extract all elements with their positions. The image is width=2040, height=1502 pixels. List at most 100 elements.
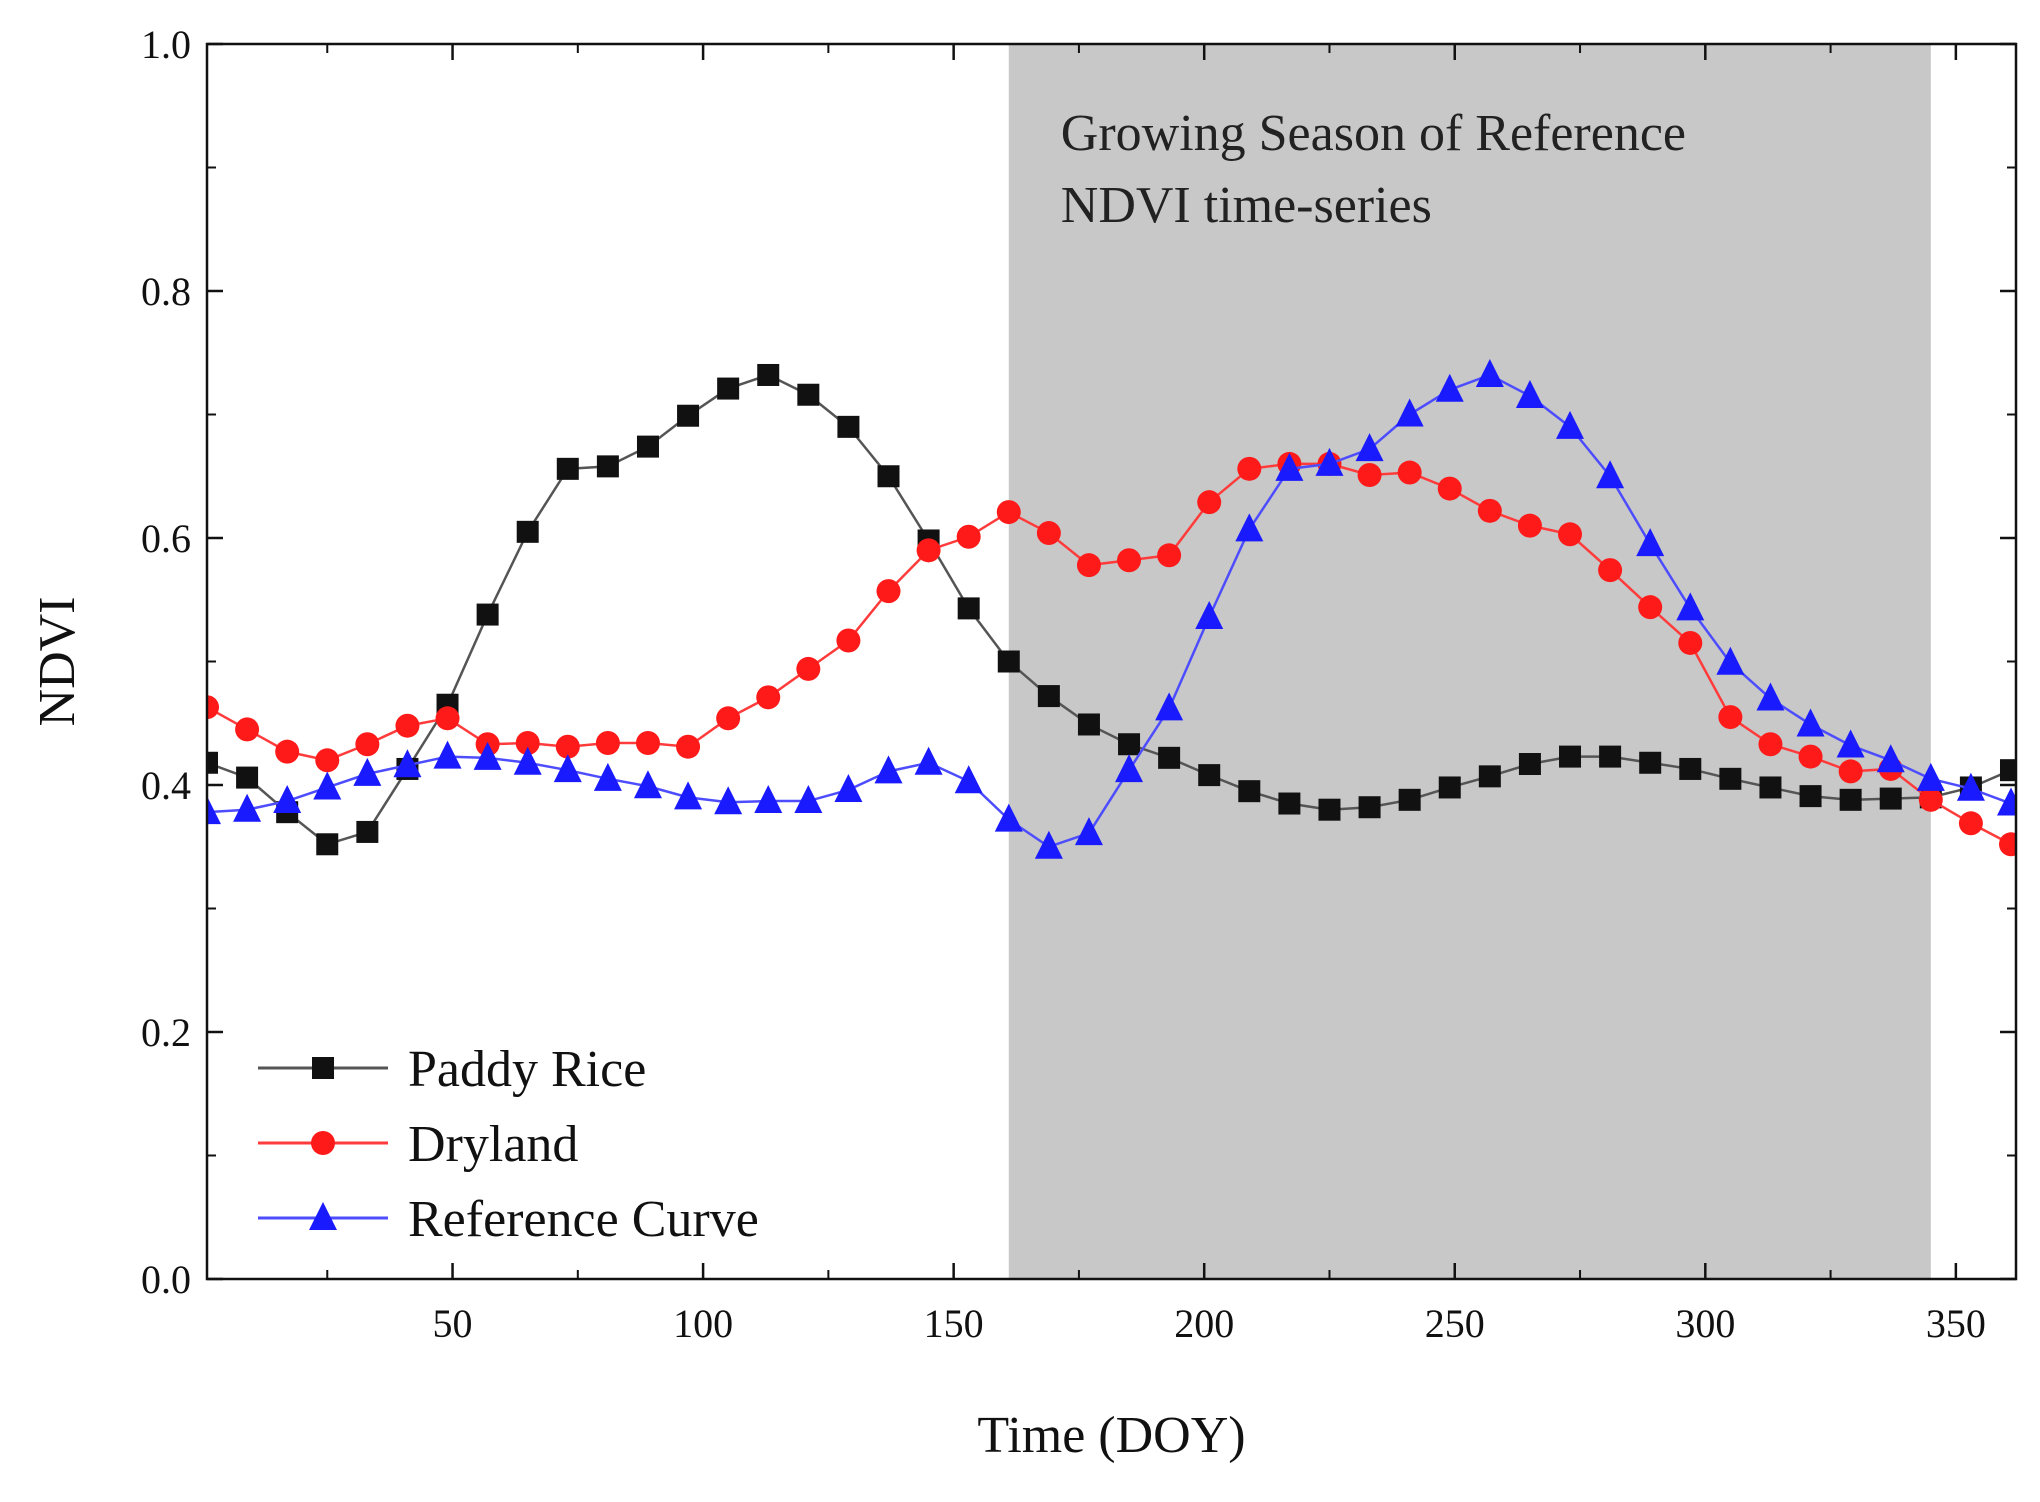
data-point [235, 717, 260, 742]
data-point [1315, 447, 1344, 476]
ticks-layer: 50 100 150 200 250 300 350 0.0 0.2 0.4 0.6 0.8 1.0 [141, 22, 2016, 1346]
data-point [595, 731, 620, 756]
data-point [1719, 767, 1742, 790]
data-point [1275, 452, 1304, 481]
data-point [1036, 521, 1061, 546]
data-point [635, 731, 660, 756]
data-point [1155, 692, 1184, 721]
data-point [476, 603, 499, 626]
data-point [1477, 498, 1502, 523]
data-point [1157, 543, 1182, 568]
data-point [1238, 780, 1261, 803]
data-point [1195, 601, 1224, 630]
data-point [1998, 832, 2016, 857]
data-point [757, 363, 780, 386]
data-point [1758, 732, 1783, 757]
data-point [1355, 433, 1384, 462]
data-point [1756, 682, 1785, 711]
data-point [1117, 548, 1142, 573]
data-point [956, 524, 981, 549]
data-point [1716, 646, 1745, 675]
data-point [553, 754, 582, 783]
data-point [1475, 358, 1504, 387]
data-point [1918, 787, 1943, 812]
data-point [914, 746, 943, 775]
data-point [1034, 830, 1063, 859]
data-point [593, 762, 622, 791]
data-point [516, 520, 539, 543]
x-tick-label: 200 [1174, 1301, 1234, 1346]
data-point [1158, 746, 1181, 769]
data-point [1838, 759, 1863, 784]
x-tick-label: 250 [1425, 1301, 1485, 1346]
data-point [1397, 460, 1422, 485]
data-point [1118, 733, 1141, 756]
data-point [1839, 788, 1862, 811]
data-point [1278, 792, 1301, 815]
data-point [754, 785, 783, 814]
data-point [716, 706, 741, 731]
data-point [794, 785, 823, 814]
data-point [435, 706, 460, 731]
data-point [1074, 817, 1103, 846]
data-point [315, 748, 340, 773]
data-point [513, 746, 542, 775]
x-tick-label: 350 [1926, 1301, 1986, 1346]
data-point [633, 770, 662, 799]
data-point [714, 786, 743, 815]
data-point [677, 404, 700, 427]
data-point [994, 803, 1023, 832]
x-axis-title: Time (DOY) [977, 1407, 1245, 1464]
data-point [1435, 373, 1464, 402]
data-point [1876, 744, 1905, 773]
y-tick-label: 0.0 [141, 1257, 191, 1302]
data-point [207, 796, 221, 825]
data-point [556, 457, 579, 480]
data-point [636, 435, 659, 458]
data-point [433, 740, 462, 769]
data-point [1836, 729, 1865, 758]
data-point [356, 820, 379, 843]
data-point [1916, 762, 1945, 791]
growing-season-band [1008, 44, 1931, 1279]
data-point [837, 415, 860, 438]
x-tick-label: 300 [1675, 1301, 1735, 1346]
data-point [717, 377, 740, 400]
data-point [1759, 776, 1782, 799]
data-point [756, 685, 781, 710]
data-point [596, 455, 619, 478]
data-point [1518, 753, 1541, 776]
data-point [797, 383, 820, 406]
y-tick-label: 0.4 [141, 763, 191, 808]
legend-marker [311, 1131, 335, 1155]
data-point [1638, 595, 1663, 620]
x-tick-label: 100 [673, 1301, 733, 1346]
y-tick-label: 0.6 [141, 516, 191, 561]
data-point [1676, 592, 1705, 621]
data-point [1798, 744, 1823, 769]
y-axis-title: NDVI [29, 597, 86, 727]
series-line [207, 462, 2012, 846]
y-tick-label: 0.8 [141, 269, 191, 314]
data-point [1799, 785, 1822, 808]
data-point [1718, 705, 1743, 730]
data-point [275, 739, 300, 764]
x-tick-label: 50 [433, 1301, 473, 1346]
data-point [393, 749, 422, 778]
data-point [1077, 713, 1100, 736]
x-tick-label: 150 [924, 1301, 984, 1346]
data-point [1437, 476, 1462, 501]
data-point [1198, 764, 1221, 787]
data-point [1679, 757, 1702, 780]
data-point [1517, 513, 1542, 538]
growing-season-label-line-2: NDVI time-series [1061, 177, 1432, 234]
data-point [877, 465, 900, 488]
data-point [1358, 796, 1381, 819]
data-point [876, 579, 901, 604]
legend-marker [309, 1202, 337, 1230]
data-point [1395, 398, 1424, 427]
data-point [1996, 787, 2016, 816]
data-point [473, 741, 502, 770]
data-point [1398, 788, 1421, 811]
data-point [1037, 685, 1060, 708]
